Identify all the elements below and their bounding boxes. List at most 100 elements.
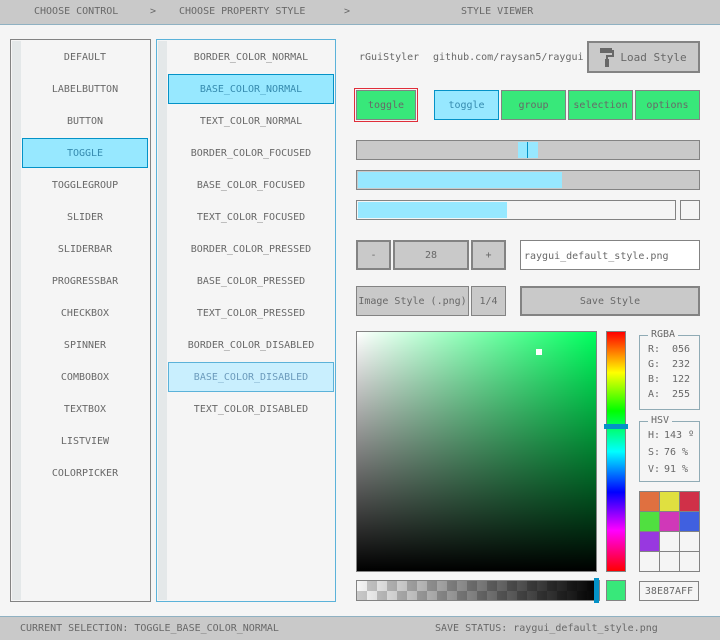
list-item-property[interactable]: BORDER_COLOR_PRESSED — [190, 243, 312, 255]
hsv-label: H: — [648, 430, 661, 441]
hue-bar[interactable] — [604, 331, 628, 572]
slider[interactable] — [356, 140, 700, 160]
step-style-viewer: STYLE VIEWER — [461, 6, 534, 17]
page-indicator[interactable]: 1/4 — [471, 286, 506, 316]
spinner-value[interactable]: 28 — [393, 240, 469, 270]
list-item-property[interactable]: TEXT_COLOR_NORMAL — [199, 115, 303, 127]
list-item-control[interactable]: TOGGLE — [22, 138, 148, 168]
progress-fill — [358, 202, 507, 218]
image-style-button[interactable]: Image Style (.png) — [356, 286, 469, 316]
list-item-property[interactable]: BORDER_COLOR_DISABLED — [187, 339, 315, 351]
progress-bar — [356, 200, 676, 220]
list-item-property[interactable]: TEXT_COLOR_FOCUSED — [196, 211, 306, 223]
chevron-right-icon: > — [150, 6, 157, 17]
list-item-control[interactable]: LABELBUTTON — [51, 83, 119, 95]
load-style-label: Load Style — [620, 50, 687, 64]
scrollbar[interactable] — [12, 41, 21, 600]
palette-swatch[interactable] — [680, 512, 699, 531]
list-item-property[interactable]: TEXT_COLOR_DISABLED — [193, 403, 309, 415]
list-item-property[interactable]: BASE_COLOR_PRESSED — [196, 275, 306, 287]
scrollbar[interactable] — [158, 41, 167, 600]
rgba-title: RGBA — [648, 329, 679, 340]
hsv-label: V: — [648, 464, 661, 475]
hsv-row: V: 91 % — [648, 464, 688, 475]
toggle-preview[interactable]: toggle — [354, 88, 418, 122]
list-item-property[interactable]: BORDER_COLOR_FOCUSED — [190, 147, 312, 159]
list-item-control[interactable]: BUTTON — [66, 115, 104, 127]
load-style-button[interactable]: Load Style — [587, 41, 700, 73]
toggle-group-item[interactable]: group — [501, 90, 566, 120]
sliderbar[interactable] — [356, 170, 700, 190]
rgba-value: 255 — [672, 389, 691, 400]
spinner-increment-button[interactable]: + — [471, 240, 506, 270]
controls-list[interactable]: DEFAULT LABELBUTTON BUTTON TOGGLE TOGGLEGROU… — [10, 39, 151, 602]
palette-swatch[interactable] — [680, 552, 699, 571]
palette-swatch[interactable] — [680, 532, 699, 551]
rgba-row: B: 122 — [648, 374, 690, 385]
properties-list[interactable]: BORDER_COLOR_NORMAL BASE_COLOR_NORMAL TEXT… — [156, 39, 336, 602]
list-item-control[interactable]: DEFAULT — [63, 51, 107, 63]
list-item-property[interactable]: TEXT_COLOR_PRESSED — [196, 307, 306, 319]
list-item-control[interactable]: PROGRESSBAR — [51, 275, 119, 287]
list-item-control[interactable]: COLORPICKER — [51, 467, 119, 479]
hsv-group: HSV H: 143 º S: 76 % V: 91 % — [639, 415, 700, 482]
hue-handle[interactable] — [604, 424, 628, 429]
step-choose-control: CHOOSE CONTROL — [34, 6, 119, 17]
palette-swatch[interactable] — [640, 532, 659, 551]
list-item-control[interactable]: SPINNER — [63, 339, 107, 351]
chevron-right-icon: > — [344, 6, 351, 17]
checkbox[interactable] — [680, 200, 700, 220]
toggle-group-item[interactable]: selection — [568, 90, 633, 120]
list-item-control[interactable]: SLIDERBAR — [57, 243, 113, 255]
list-item-property[interactable]: BASE_COLOR_FOCUSED — [196, 179, 306, 191]
paint-roller-icon — [600, 48, 615, 67]
slider-handle[interactable] — [518, 142, 538, 158]
list-item-control[interactable]: CHECKBOX — [60, 307, 110, 319]
palette-swatch[interactable] — [660, 552, 679, 571]
toggle-group-item[interactable]: options — [635, 90, 700, 120]
sliderbar-fill — [358, 172, 562, 188]
hsv-row: S: 76 % — [648, 447, 688, 458]
hsv-value: 76 % — [664, 447, 689, 458]
palette-swatch[interactable] — [640, 552, 659, 571]
alpha-bar[interactable] — [356, 578, 600, 603]
list-item-control[interactable]: COMBOBOX — [60, 371, 110, 383]
color-selector[interactable] — [536, 349, 542, 355]
repo-link[interactable]: github.com/raysan5/raygui — [433, 52, 584, 63]
filename-input[interactable]: raygui_default_style.png — [520, 240, 700, 270]
app-name: rGuiStyler — [359, 52, 420, 63]
spinner-decrement-button[interactable]: - — [356, 240, 391, 270]
save-style-button[interactable]: Save Style — [520, 286, 700, 316]
hex-value-input[interactable]: 38E87AFF — [639, 581, 699, 601]
hsv-title: HSV — [648, 415, 673, 426]
list-item-property[interactable]: BASE_COLOR_NORMAL — [168, 74, 334, 104]
hsv-label: S: — [648, 447, 661, 458]
palette-swatch[interactable] — [680, 492, 699, 511]
list-item-control[interactable]: LISTVIEW — [60, 435, 110, 447]
alpha-handle[interactable] — [594, 578, 599, 603]
list-item-control[interactable]: TOGGLEGROUP — [51, 179, 119, 191]
list-item-control[interactable]: SLIDER — [66, 211, 104, 223]
rgba-row: A: 255 — [648, 389, 690, 400]
header-bar: CHOOSE CONTROL > CHOOSE PROPERTY STYLE >… — [0, 0, 720, 25]
toggle-label: toggle — [356, 90, 416, 120]
rgba-row: R: 056 — [648, 344, 690, 355]
palette-swatch[interactable] — [640, 492, 659, 511]
toggle-group-item[interactable]: toggle — [434, 90, 499, 120]
save-status: SAVE STATUS: raygui_default_style.png — [435, 623, 658, 634]
palette-swatch[interactable] — [660, 512, 679, 531]
palette-swatch[interactable] — [660, 492, 679, 511]
status-bar: CURRENT SELECTION: TOGGLE_BASE_COLOR_NOR… — [0, 616, 720, 640]
rgba-label: G: — [648, 359, 661, 370]
color-picker-panel[interactable] — [356, 331, 597, 572]
hsv-value: 91 % — [664, 464, 689, 475]
list-item-control[interactable]: TEXTBOX — [63, 403, 107, 415]
palette-swatch[interactable] — [640, 512, 659, 531]
list-item-property[interactable]: BASE_COLOR_DISABLED — [168, 362, 334, 392]
rgba-value: 056 — [672, 344, 691, 355]
list-item-property[interactable]: BORDER_COLOR_NORMAL — [193, 51, 309, 63]
color-palette — [639, 491, 700, 572]
color-preview — [606, 580, 626, 601]
step-choose-property: CHOOSE PROPERTY STYLE — [179, 6, 306, 17]
palette-swatch[interactable] — [660, 532, 679, 551]
